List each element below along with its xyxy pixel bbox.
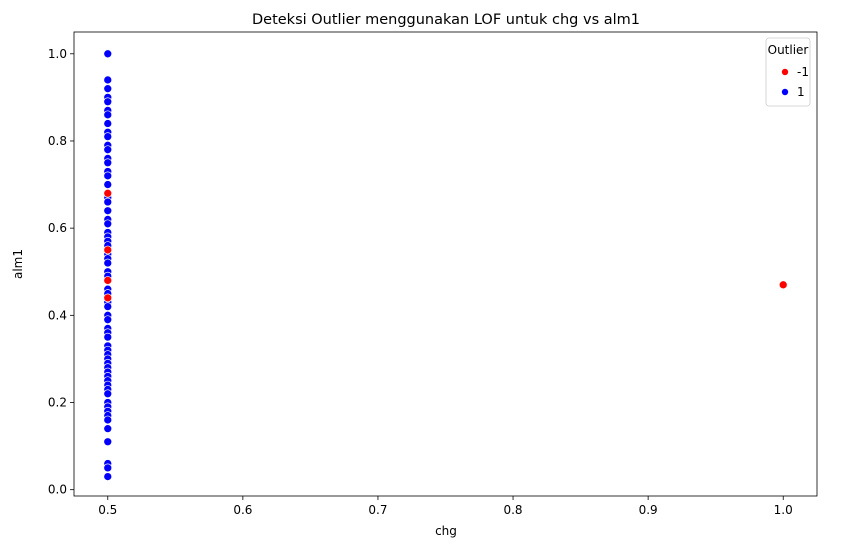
outlier-point xyxy=(103,293,113,303)
y-axis-label: alm1 xyxy=(11,249,25,279)
outlier-point xyxy=(103,245,113,255)
inlier-point xyxy=(103,463,113,473)
inlier-point xyxy=(103,145,113,155)
legend-marker-outlier xyxy=(781,68,789,76)
outlier-point xyxy=(778,280,788,290)
data-points xyxy=(103,49,788,481)
y-tick-label: 0.4 xyxy=(48,308,67,322)
x-tick-label: 0.9 xyxy=(639,503,658,517)
x-axis-ticks: 0.5 0.6 0.7 0.8 0.9 1.0 xyxy=(98,496,793,517)
inlier-point xyxy=(103,132,113,141)
legend-label-inlier: 1 xyxy=(797,85,805,99)
inlier-point xyxy=(103,332,113,342)
inlier-point xyxy=(103,49,113,59)
y-tick-label: 1.0 xyxy=(48,47,67,61)
plot-area xyxy=(73,31,818,497)
x-tick-label: 0.7 xyxy=(368,503,387,517)
inlier-point xyxy=(103,389,113,399)
x-tick-label: 0.8 xyxy=(503,503,522,517)
y-tick-label: 0.0 xyxy=(48,483,67,497)
axes-frame xyxy=(73,31,818,497)
inlier-point xyxy=(103,424,113,434)
x-tick-label: 0.6 xyxy=(233,503,252,517)
chart-title: Deteksi Outlier menggunakan LOF untuk ch… xyxy=(252,12,640,28)
inlier-point xyxy=(103,119,113,128)
legend: Outlier -1 1 xyxy=(765,37,811,107)
legend-marker-inlier xyxy=(781,88,789,96)
inlier-point xyxy=(103,197,113,207)
inlier-point xyxy=(103,315,113,325)
inlier-point xyxy=(103,180,113,189)
y-axis-ticks: 0.0 0.2 0.4 0.6 0.8 1.0 xyxy=(48,47,74,497)
y-tick-label: 0.2 xyxy=(48,396,67,410)
inlier-point xyxy=(103,437,113,447)
y-tick-label: 0.6 xyxy=(48,221,67,235)
outlier-point xyxy=(103,276,113,285)
y-tick-label: 0.8 xyxy=(48,134,67,148)
inlier-point xyxy=(103,84,113,94)
inlier-point xyxy=(103,171,113,181)
inlier-point xyxy=(103,110,113,120)
legend-label-outlier: -1 xyxy=(797,65,809,79)
inlier-point xyxy=(103,206,113,216)
inlier-point xyxy=(103,302,113,311)
x-axis-label: chg xyxy=(435,524,457,538)
x-tick-label: 1.0 xyxy=(774,503,793,517)
inlier-point xyxy=(103,258,113,268)
outlier-point xyxy=(103,188,113,198)
inlier-point xyxy=(103,158,113,168)
legend-title: Outlier xyxy=(768,43,809,57)
inlier-point xyxy=(103,97,113,107)
x-tick-label: 0.5 xyxy=(98,503,117,517)
inlier-point xyxy=(103,415,113,425)
inlier-point xyxy=(103,75,113,85)
inlier-point xyxy=(103,472,113,481)
inlier-point xyxy=(103,219,113,229)
